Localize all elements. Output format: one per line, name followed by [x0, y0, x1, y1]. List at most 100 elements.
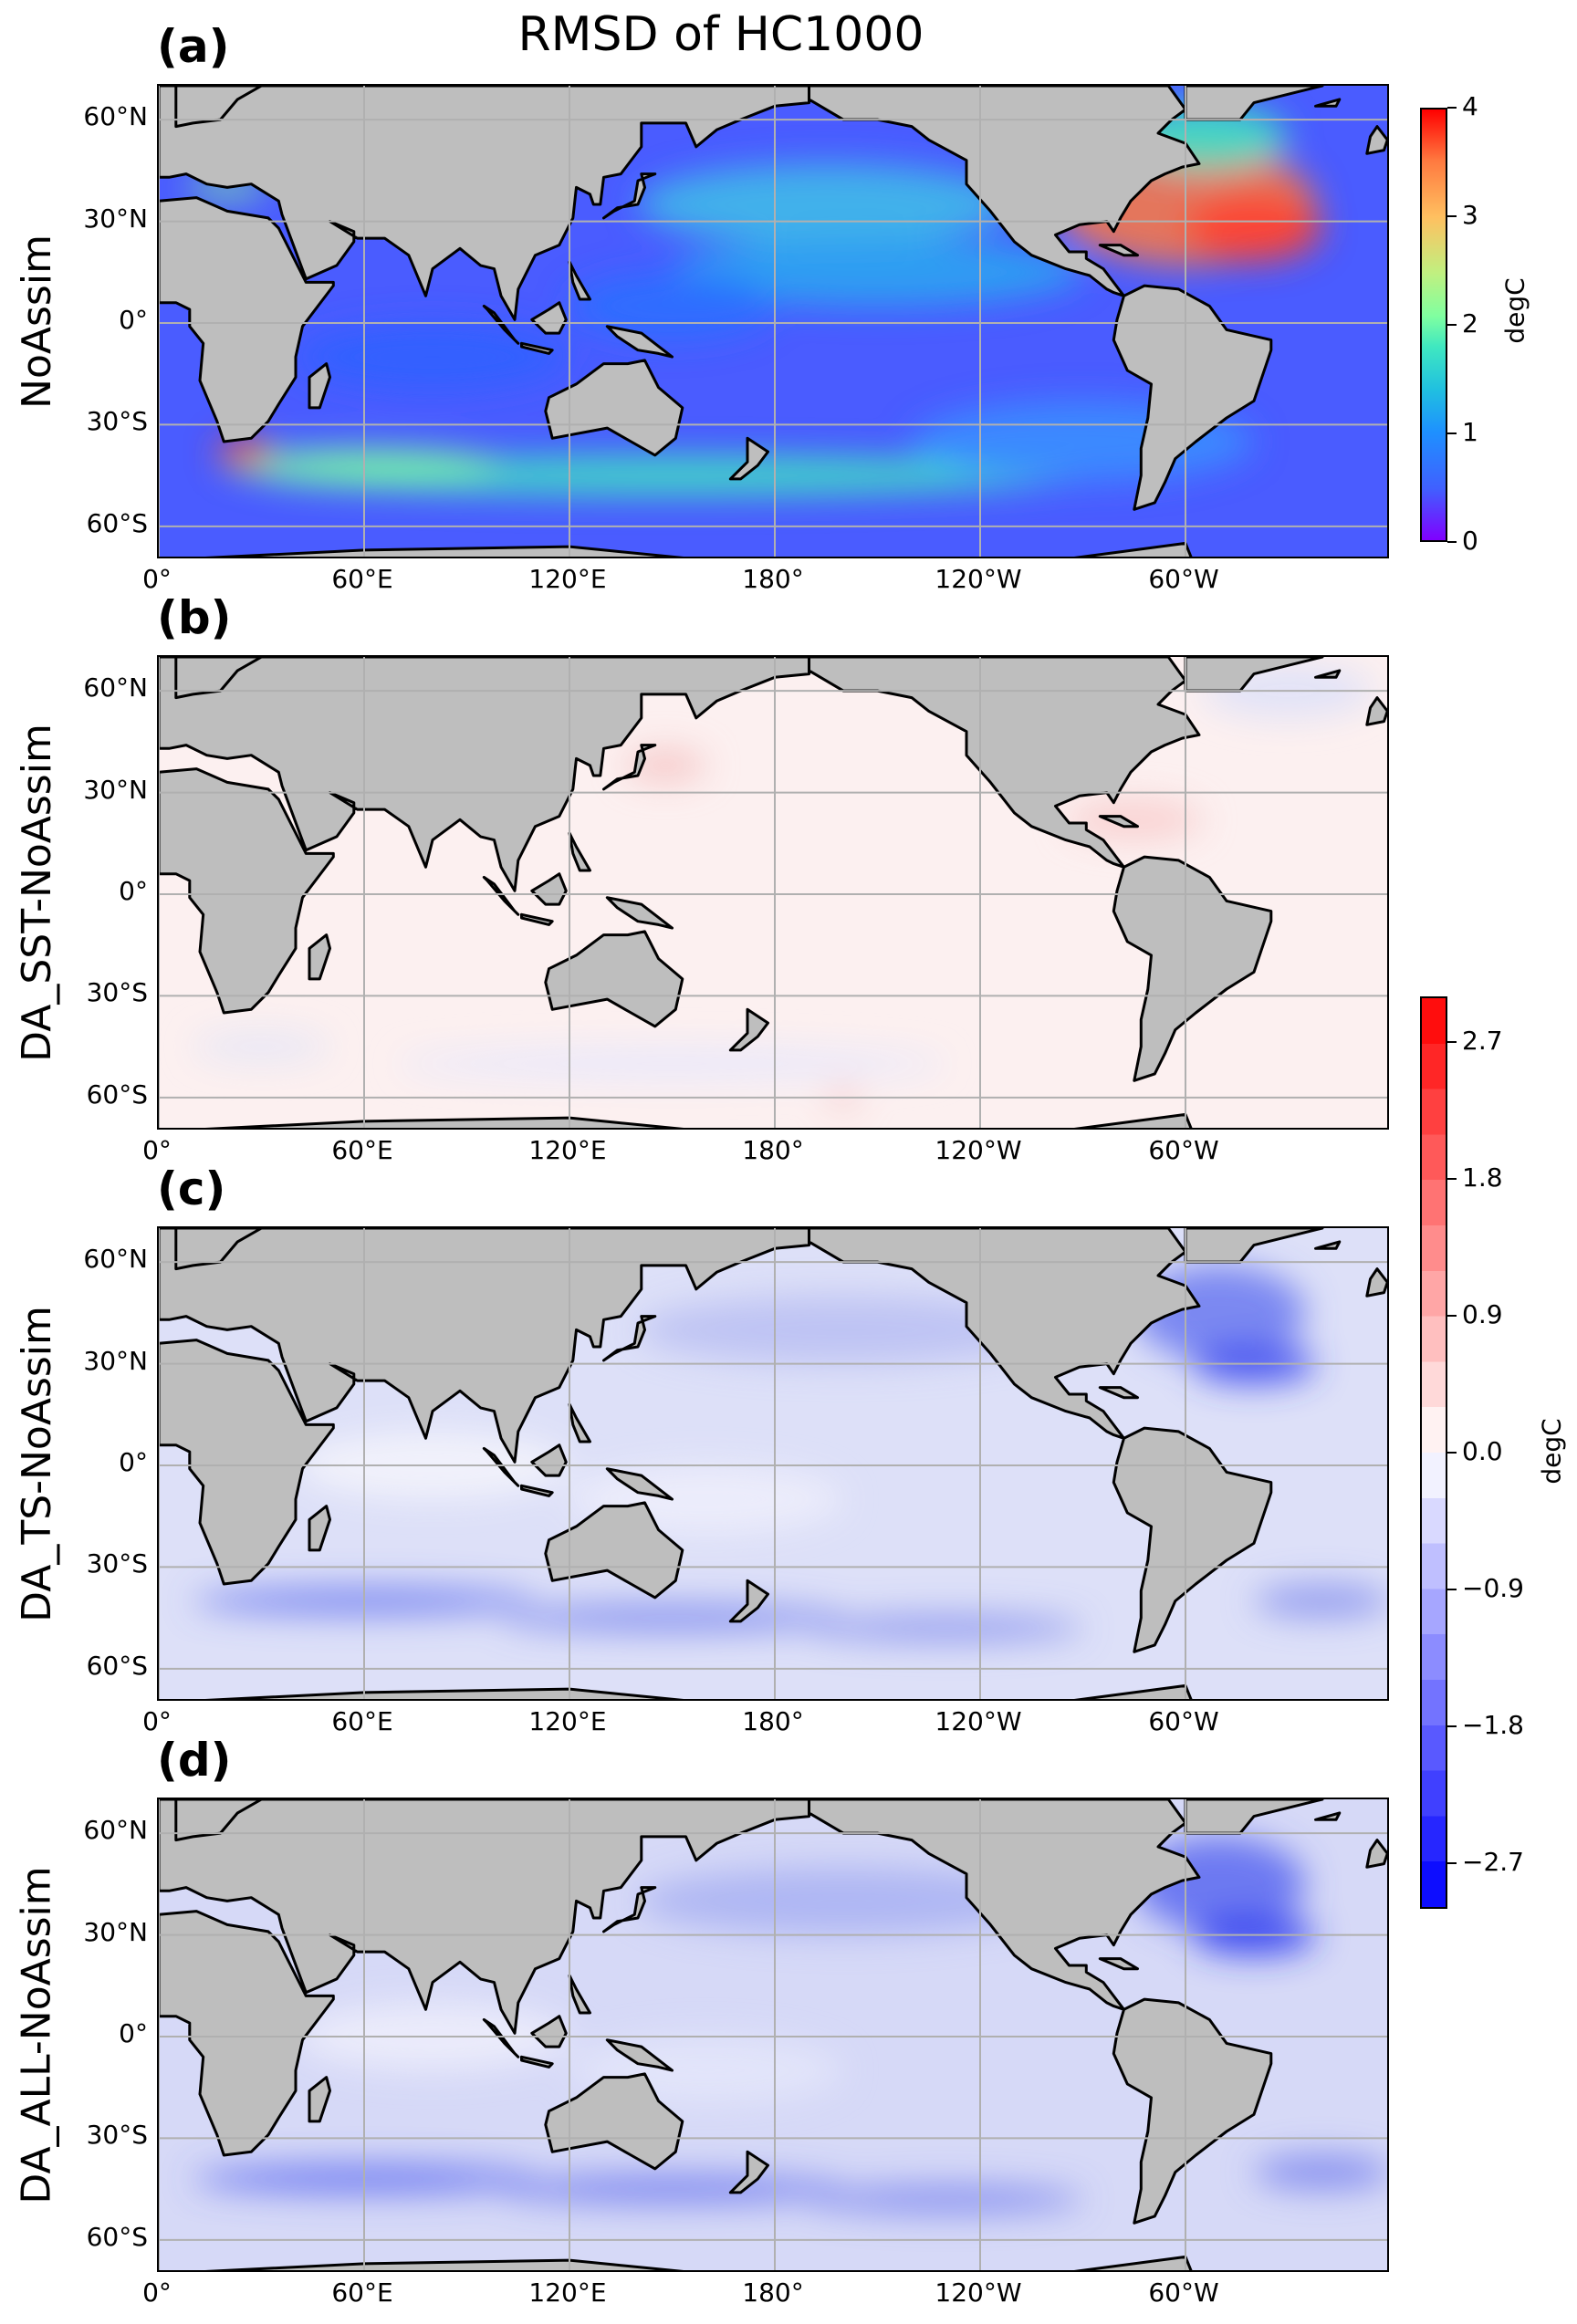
lat-tick-label: 60°N [83, 1815, 148, 1846]
ocean-anomaly [216, 438, 272, 465]
map-panel [157, 84, 1389, 558]
lat-tick-label: 60°N [83, 672, 148, 703]
lat-tick-label: 60°S [86, 1650, 148, 1681]
lat-tick-label: 60°S [86, 2221, 148, 2252]
land-mass [159, 1799, 1387, 2270]
lat-tick-label: 60°N [83, 1244, 148, 1275]
lon-tick-label: 60°W [1148, 1135, 1219, 1165]
land-mass [159, 1228, 1387, 1699]
lon-tick-label: 0° [142, 1706, 172, 1736]
lon-tick-label: 120°E [528, 1706, 607, 1736]
lon-tick-label: 120°W [935, 564, 1022, 594]
ocean-anomaly [501, 2175, 843, 2203]
lon-tick-label: 180° [742, 1135, 804, 1165]
lat-tick-label: 30°N [83, 203, 148, 234]
colorbar-tick-mark [1447, 1315, 1457, 1317]
panel-ylabel-wrap: DA_TS-NoAssim [9, 1226, 64, 1701]
ocean-anomaly [296, 323, 569, 391]
panel-ylabel-wrap: DA_ALL-NoAssim [9, 1798, 64, 2272]
colorbar-tick-label: 0.9 [1462, 1299, 1503, 1329]
colorbar-difference [1420, 996, 1447, 1909]
ocean-anomaly [501, 1604, 843, 1631]
colorbar-tick-mark [1447, 1452, 1457, 1454]
map-panel [157, 1798, 1389, 2272]
colorbar-tick-label: 4 [1462, 91, 1478, 121]
lon-tick-label: 60°W [1148, 1706, 1219, 1736]
lon-tick-label: 120°E [528, 1135, 607, 1165]
lat-tick-label: 0° [119, 1447, 148, 1477]
colorbar-tick-mark [1447, 215, 1457, 217]
lat-tick-label: 30°S [86, 2120, 148, 2151]
lat-tick-label: 0° [119, 305, 148, 335]
colorbar-tick-label: 0.0 [1462, 1436, 1503, 1466]
panel-ylabel: DA_TS-NoAssim [13, 1305, 60, 1622]
ocean-anomaly [638, 1296, 1049, 1364]
lat-tick-label: 30°N [83, 1345, 148, 1376]
colorbar-tick-label: −0.9 [1462, 1573, 1524, 1603]
colorbar-tick-mark [1447, 432, 1457, 434]
lon-tick-label: 180° [742, 2277, 804, 2308]
colorbar-tick-mark [1447, 541, 1457, 543]
ocean-anomaly [1065, 799, 1203, 840]
colorbar-tick-label: 2.7 [1462, 1026, 1503, 1056]
lon-tick-label: 60°W [1148, 564, 1219, 594]
colorbar-tick-label: 2 [1462, 308, 1478, 339]
panel-ylabel: DA_ALL-NoAssim [13, 1865, 60, 2204]
ocean-anomaly [809, 2185, 1083, 2214]
colorbar-tick-mark [1447, 1589, 1457, 1590]
panel-ylabel: DA_SST-NoAssim [13, 723, 60, 1062]
lon-tick-label: 60°W [1148, 2277, 1219, 2308]
map-panel [157, 655, 1389, 1130]
panel-letter: (a) [157, 20, 230, 73]
colorbar-tick-mark [1447, 324, 1457, 326]
colorbar-tick-mark [1447, 107, 1457, 109]
ocean-anomaly [398, 1047, 946, 1081]
colorbar-difference-title-wrap: degC [1533, 1414, 1570, 1487]
ocean-anomaly [569, 272, 775, 340]
colorbar-tick-mark [1447, 1041, 1457, 1043]
colorbar-tick-label: 0 [1462, 526, 1478, 556]
panel-letter: (d) [157, 1734, 232, 1787]
colorbar-tick-mark [1447, 1178, 1457, 1180]
colorbar-tick-label: 1.8 [1462, 1162, 1503, 1193]
figure-title: RMSD of HC1000 [517, 7, 924, 62]
colorbar-absolute-title: degC [1499, 276, 1530, 344]
panel-ylabel-wrap: NoAssim [9, 84, 64, 558]
colorbar-tick-mark [1447, 1725, 1457, 1727]
lat-tick-label: 0° [119, 2018, 148, 2048]
map-panel [157, 1226, 1389, 1701]
panel-ylabel: NoAssim [13, 234, 60, 409]
lon-tick-label: 60°E [331, 1706, 393, 1736]
lon-tick-label: 180° [742, 1706, 804, 1736]
panel-letter: (c) [157, 1162, 226, 1215]
lon-tick-label: 180° [742, 564, 804, 594]
panel-letter: (b) [157, 591, 232, 644]
lon-tick-label: 60°E [331, 1135, 393, 1165]
colorbar-tick-label: −1.8 [1462, 1710, 1524, 1740]
lon-tick-label: 120°E [528, 2277, 607, 2308]
lon-tick-label: 0° [142, 564, 172, 594]
ocean-anomaly [638, 163, 1015, 245]
lon-tick-label: 0° [142, 1135, 172, 1165]
lon-tick-label: 120°W [935, 1135, 1022, 1165]
ocean-anomaly [1254, 2155, 1387, 2190]
lat-tick-label: 60°N [83, 101, 148, 132]
colorbar-difference-title: degC [1536, 1417, 1567, 1485]
lon-tick-label: 120°E [528, 564, 607, 594]
panel-ylabel-wrap: DA_SST-NoAssim [9, 655, 64, 1130]
colorbar-absolute [1420, 108, 1447, 542]
colorbar-tick-label: −2.7 [1462, 1847, 1524, 1877]
lon-tick-label: 120°W [935, 1706, 1022, 1736]
ocean-anomaly [193, 1029, 330, 1064]
colorbar-tick-mark [1447, 1862, 1457, 1864]
lat-tick-label: 30°N [83, 774, 148, 805]
land-mass [159, 86, 1387, 557]
lat-tick-label: 30°S [86, 406, 148, 437]
colorbar-tick-label: 1 [1462, 417, 1478, 447]
colorbar-absolute-title-wrap: degC [1497, 274, 1533, 347]
colorbar-tick-label: 3 [1462, 200, 1478, 230]
lat-tick-label: 30°S [86, 977, 148, 1008]
lon-tick-label: 60°E [331, 564, 393, 594]
ocean-anomaly [1185, 193, 1322, 263]
lat-tick-label: 60°S [86, 507, 148, 538]
